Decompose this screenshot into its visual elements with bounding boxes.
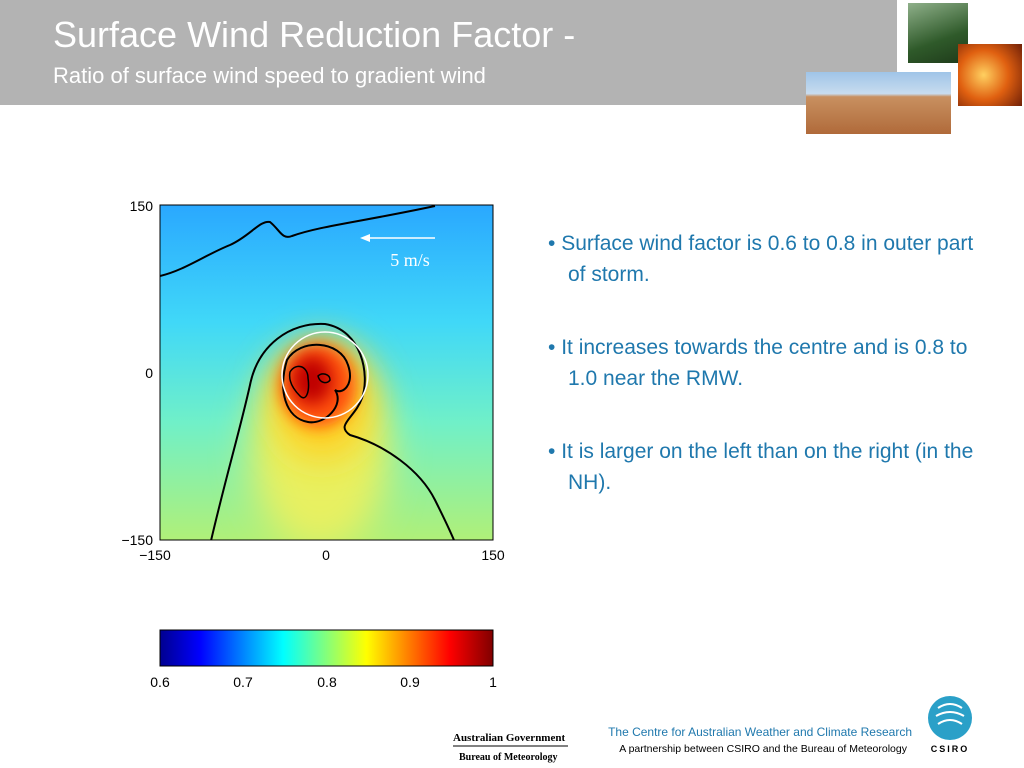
bullet: • It is larger on the left than on the r… xyxy=(548,440,974,494)
csiro-logo xyxy=(928,696,972,740)
colorbar-tick-label: 0.7 xyxy=(233,674,253,690)
y-tick-label: −150 xyxy=(121,532,153,548)
bullet-text: It is larger on the left than on the rig… xyxy=(561,440,974,494)
header-band xyxy=(0,0,897,105)
footer-line2: A partnership between CSIRO and the Bure… xyxy=(619,743,908,755)
colorbar-tick-label: 0.9 xyxy=(400,674,420,690)
gov-logo-text: Bureau of Meteorology xyxy=(459,752,558,763)
bullet: • It increases towards the centre and is… xyxy=(548,336,968,390)
heatmap xyxy=(160,205,493,540)
gov-logo-text: Australian Government xyxy=(453,732,565,744)
plot-frame xyxy=(159,204,494,541)
csiro-logo-mark xyxy=(935,703,965,725)
colorbar-tick-label: 0.8 xyxy=(317,674,337,690)
colorbar xyxy=(159,629,494,667)
bullet: • Surface wind factor is 0.6 to 0.8 in o… xyxy=(548,232,974,286)
y-tick-label: 0 xyxy=(145,365,153,381)
x-tick-label: 150 xyxy=(481,547,505,563)
csiro-text: CSIRO xyxy=(931,744,970,754)
bullet-text: It increases towards the centre and is 0… xyxy=(561,336,968,390)
colorbar-tick-label: 0.6 xyxy=(150,674,170,690)
footer-line1: The Centre for Australian Weather and Cl… xyxy=(608,725,912,739)
bullet-list: • Surface wind factor is 0.6 to 0.8 in o… xyxy=(548,228,978,540)
colorbar-tick-label: 1 xyxy=(489,674,497,690)
x-tick-label: 0 xyxy=(322,547,330,563)
y-tick-label: 150 xyxy=(130,198,154,214)
bullet-text: Surface wind factor is 0.6 to 0.8 in out… xyxy=(561,232,974,286)
subtitle: Ratio of surface wind speed to gradient … xyxy=(53,63,486,88)
x-tick-label: −150 xyxy=(139,547,171,563)
photo-field xyxy=(806,72,951,134)
annotation: 5 m/s xyxy=(390,250,430,270)
title: Surface Wind Reduction Factor - xyxy=(53,14,576,55)
photo-fire xyxy=(958,44,1022,106)
